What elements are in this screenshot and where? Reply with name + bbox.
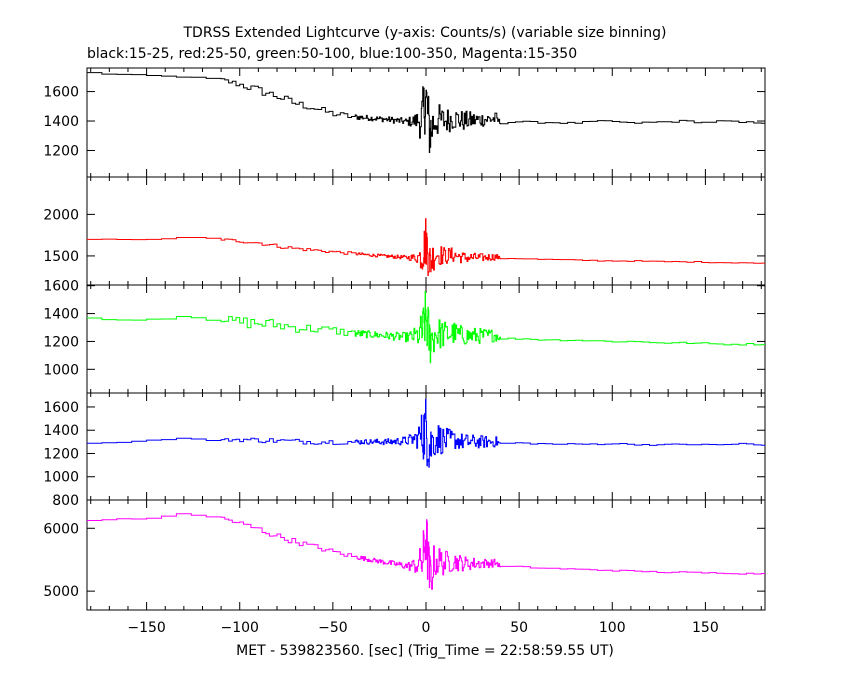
y-tick-label: 1200 <box>43 446 79 462</box>
series-100-350 <box>87 399 765 468</box>
panel-15-350: 5000 6000 <box>43 499 766 611</box>
y-tick-label: 1200 <box>43 334 79 350</box>
y-tick-label: 2000 <box>43 207 79 223</box>
y-tick-label: 1600 <box>43 400 79 416</box>
y-tick-label: 1600 <box>43 85 79 101</box>
y-tick-label: 1200 <box>43 143 79 159</box>
chart-title: TDRSS Extended Lightcurve (y-axis: Count… <box>182 25 666 41</box>
series-15-25 <box>87 72 765 153</box>
series-50-100 <box>87 291 765 364</box>
panel-50-100: 1000 1200 1400 1600 <box>43 279 766 394</box>
panel-15-25: 1200 1400 1600 <box>43 67 766 178</box>
y-tick-label: 800 <box>52 493 79 509</box>
y-tick-label: 5000 <box>43 584 79 600</box>
x-tick-label: 0 <box>422 620 431 636</box>
panel-25-50: 1500 2000 <box>43 176 766 286</box>
series-25-50 <box>87 218 765 276</box>
y-tick-label: 1600 <box>43 279 79 295</box>
energy-band-legend: black:15-25, red:25-50, green:50-100, bl… <box>87 46 577 62</box>
y-tick-label: 1400 <box>43 114 79 130</box>
x-axis-label: MET - 539823560. [sec] (Trig_Time = 22:5… <box>236 643 614 659</box>
x-tick-label: −150 <box>127 620 165 636</box>
y-tick-label: 6000 <box>43 521 79 537</box>
panels-group: 1200140016001500200010001200140016008001… <box>43 67 766 636</box>
y-tick-label: 1500 <box>43 249 79 265</box>
y-tick-label: 1400 <box>43 307 79 323</box>
panel-100-350: 800 1000 1200 1400 1600 <box>43 392 766 509</box>
x-tick-label: −50 <box>318 620 348 636</box>
x-tick-label: 150 <box>692 620 719 636</box>
x-tick-label: 100 <box>599 620 626 636</box>
y-tick-label: 1000 <box>43 470 79 486</box>
panel-frame <box>86 67 766 178</box>
y-tick-label: 1000 <box>43 362 79 378</box>
x-tick-label: 50 <box>510 620 528 636</box>
x-tick-label: −100 <box>221 620 259 636</box>
y-tick-label: 1400 <box>43 423 79 439</box>
series-15-350 <box>87 513 765 590</box>
